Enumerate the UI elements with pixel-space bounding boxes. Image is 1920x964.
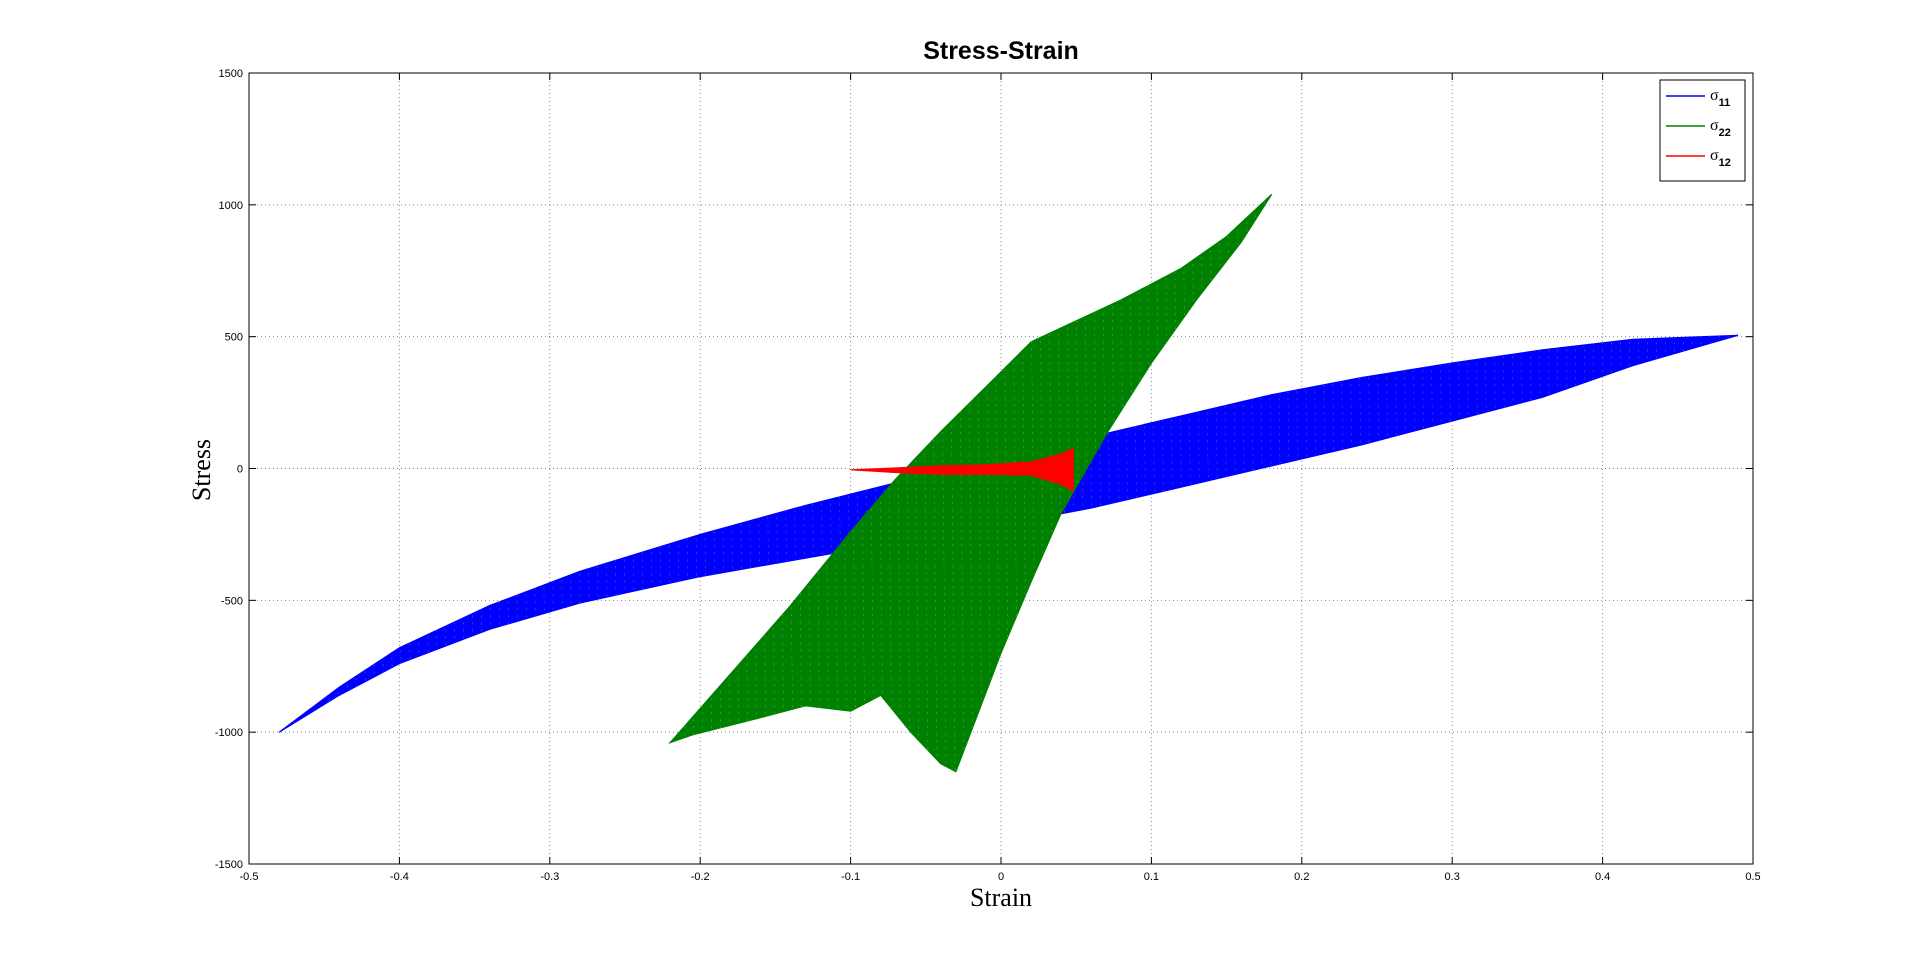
legend-entry-12[interactable]: σ12 (1666, 147, 1731, 169)
legend-label: σ11 (1710, 87, 1730, 109)
x-tick-label: -0.1 (841, 871, 860, 883)
x-tick-label: -0.4 (390, 871, 409, 883)
y-tick-label: 1000 (219, 200, 243, 212)
y-tick-label: -1000 (215, 727, 243, 739)
y-tick-labels: -1500 -1000 -500 0 500 1000 1500 (215, 68, 243, 871)
y-axis-label: Stress (187, 439, 216, 501)
x-tick-label: 0.5 (1745, 871, 1760, 883)
x-tick-label: 0 (998, 871, 1004, 883)
x-tick-label: -0.3 (540, 871, 559, 883)
legend-label: σ12 (1710, 147, 1731, 169)
legend-entry-22[interactable]: σ22 (1666, 117, 1731, 139)
y-tick-label: 500 (225, 332, 243, 344)
x-tick-label: 0.2 (1294, 871, 1309, 883)
legend-label: σ22 (1710, 117, 1731, 139)
series-22-band (668, 193, 1273, 773)
y-tick-label: 0 (237, 464, 243, 476)
x-axis-label: Strain (970, 883, 1032, 912)
x-tick-label: -0.5 (240, 871, 259, 883)
chart-title: Stress-Strain (923, 37, 1079, 65)
legend-entry-11[interactable]: σ11 (1666, 87, 1730, 109)
x-tick-label: 0.4 (1595, 871, 1610, 883)
legend[interactable]: σ11 σ22 σ12 (1659, 79, 1746, 182)
series-12 (850, 447, 1074, 492)
x-tick-label: -0.2 (691, 871, 710, 883)
y-tick-label: -1500 (215, 859, 243, 871)
legend-box (1659, 79, 1746, 182)
y-tick-label: -500 (221, 595, 243, 607)
axis-ticks (248, 72, 1754, 865)
y-tick-label: 1500 (219, 68, 243, 80)
series-11-band (278, 334, 1739, 733)
series-12-band (850, 447, 1074, 492)
x-tick-label: 0.1 (1144, 871, 1159, 883)
x-tick-label: 0.3 (1445, 871, 1460, 883)
x-tick-labels: -0.5 -0.4 -0.3 -0.2 -0.1 0 0.1 0.2 0.3 0.4 0.5 (240, 871, 1761, 883)
